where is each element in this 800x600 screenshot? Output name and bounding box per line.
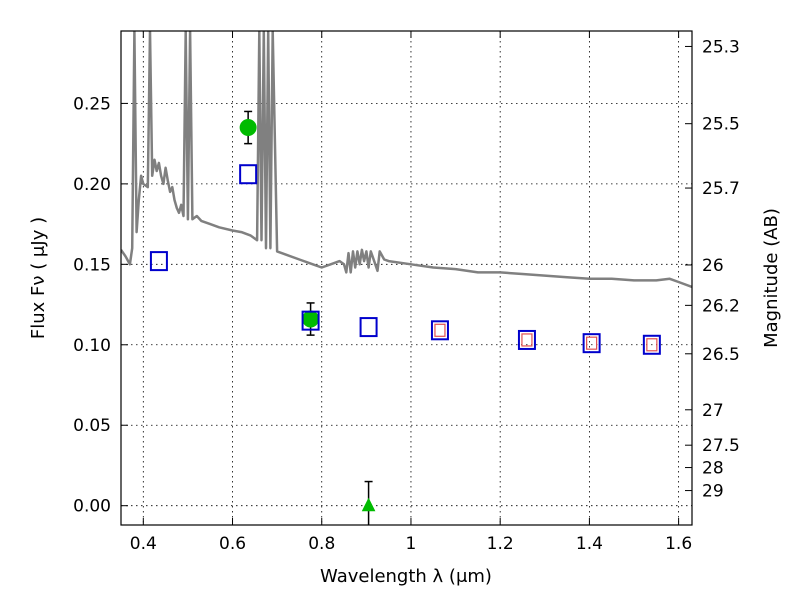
magnitude-tick-label: 28 (702, 459, 724, 479)
model-spectrum-line (121, 31, 692, 289)
plot-content (121, 31, 692, 525)
x-tick-label: 0.8 (308, 534, 335, 554)
magnitude-axis-ticks: 25.3 25.5 25.7 26 26.2 26.5 27 27.5 28 29 (685, 37, 740, 502)
model-photometry-inner-square (521, 333, 533, 347)
x-tick-label: 1 (406, 534, 417, 554)
y-tick-label: 0.15 (73, 255, 111, 275)
x-tick-label: 1.4 (576, 534, 603, 554)
magnitude-tick-label: 27 (702, 401, 724, 421)
upper-limit-marker (361, 497, 376, 512)
model-photometry-square (582, 333, 601, 354)
observed-flux-point (302, 310, 320, 328)
model-photometry-inner-square (586, 336, 598, 350)
model-photometry-square (301, 310, 320, 331)
x-tick-label: 1.6 (665, 534, 692, 554)
magnitude-tick-label: 25.7 (702, 179, 740, 199)
model-photometry-square (359, 317, 378, 338)
magnitude-tick-label: 26.5 (702, 345, 740, 365)
y-tick-label: 0.20 (73, 175, 111, 195)
magnitude-axis-title: Magnitude (AB) (761, 208, 782, 348)
x-tick-label: 0.4 (130, 534, 157, 554)
model-photometry-inner-square (646, 338, 658, 352)
plot-frame (120, 30, 693, 526)
magnitude-tick-label: 25.5 (702, 115, 740, 135)
y-tick-label: 0.10 (73, 336, 111, 356)
model-photometry-square (430, 320, 449, 341)
y-tick-label: 0.00 (73, 497, 111, 517)
x-axis-ticks: 0.4 0.6 0.8 1 1.2 1.4 1.6 (130, 31, 692, 554)
observed-flux-point (239, 119, 257, 137)
x-axis-title: Wavelength λ (μm) (320, 566, 492, 587)
magnitude-tick-label: 27.5 (702, 436, 740, 456)
y-tick-label: 0.25 (73, 94, 111, 114)
model-photometry-square (642, 334, 661, 355)
y-axis-ticks: 0.00 0.05 0.10 0.15 0.20 0.25 (73, 94, 128, 517)
x-tick-label: 1.2 (487, 534, 514, 554)
model-photometry-square (517, 329, 536, 350)
plot-area (121, 31, 692, 525)
model-photometry-inner-square (434, 323, 446, 337)
model-photometry-square (149, 251, 168, 272)
magnitude-tick-label: 25.3 (702, 37, 740, 57)
magnitude-tick-label: 26.2 (702, 296, 740, 316)
magnitude-tick-label: 29 (702, 482, 724, 502)
model-photometry-square (239, 164, 258, 185)
x-tick-label: 0.6 (219, 534, 246, 554)
y-tick-label: 0.05 (73, 416, 111, 436)
grid-lines (121, 31, 692, 525)
magnitude-tick-label: 26 (702, 256, 724, 276)
y-axis-title: Flux Fν ( μJy ) (28, 217, 49, 339)
